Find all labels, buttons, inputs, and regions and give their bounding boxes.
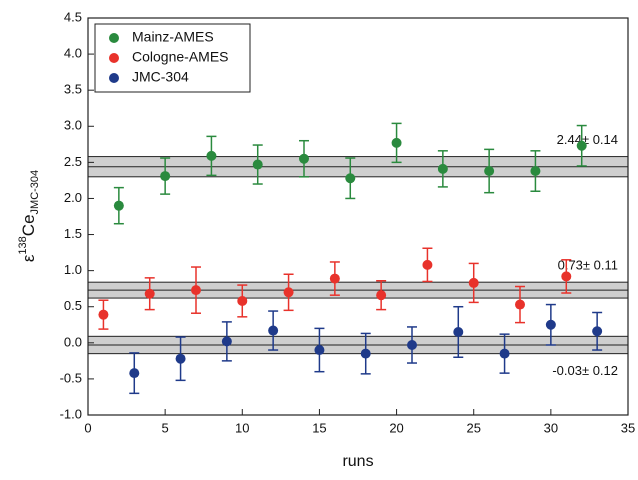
point xyxy=(283,287,294,298)
band-label: 2.44± 0.14 xyxy=(557,132,618,147)
y-tick-label: -0.5 xyxy=(60,370,82,385)
x-tick-label: 15 xyxy=(312,420,326,435)
point xyxy=(561,271,572,282)
point xyxy=(237,295,248,306)
point xyxy=(468,277,479,288)
point xyxy=(175,353,186,364)
point xyxy=(376,290,387,301)
point xyxy=(391,137,402,148)
x-tick-label: 35 xyxy=(621,420,635,435)
legend-marker xyxy=(109,53,119,63)
point xyxy=(453,326,464,337)
point xyxy=(191,285,201,296)
point xyxy=(221,336,232,347)
point xyxy=(515,299,525,310)
band-label: -0.03± 0.12 xyxy=(552,363,618,378)
point xyxy=(113,200,124,211)
point xyxy=(530,166,541,177)
point xyxy=(499,348,510,359)
y-tick-label: 0.5 xyxy=(64,298,82,313)
legend-box xyxy=(94,23,251,93)
y-label-sup: 138 xyxy=(17,236,29,254)
legend-label: Mainz-AMES xyxy=(132,29,214,45)
point xyxy=(329,273,340,284)
legend-marker xyxy=(109,33,119,43)
point xyxy=(422,259,433,270)
x-tick-label: 10 xyxy=(235,420,249,435)
y-label-main: Ce xyxy=(19,214,38,236)
x-tick-label: 25 xyxy=(466,420,480,435)
point xyxy=(268,325,279,336)
plot-frame xyxy=(87,17,629,416)
y-tick-label: -1.0 xyxy=(60,406,82,421)
y-tick-label: 3.5 xyxy=(64,82,82,97)
legend-label: JMC-304 xyxy=(132,69,189,85)
legend-marker xyxy=(109,73,119,83)
point xyxy=(129,368,140,379)
point xyxy=(360,348,371,359)
point xyxy=(576,140,587,151)
y-tick-label: 2.0 xyxy=(64,190,82,205)
band-label: 0.73± 0.11 xyxy=(558,258,618,273)
y-tick-label: 3.0 xyxy=(64,118,82,133)
x-tick-label: 0 xyxy=(84,420,91,435)
point xyxy=(144,288,155,299)
point xyxy=(206,150,217,161)
x-tick-label: 30 xyxy=(544,420,558,435)
y-tick-label: 2.5 xyxy=(64,154,82,169)
y-tick-label: 1.0 xyxy=(64,262,82,277)
y-tick-label: 4.5 xyxy=(64,9,82,24)
point xyxy=(407,339,417,350)
y-label-sub: JMC-304 xyxy=(29,170,41,215)
y-tick-label: 1.5 xyxy=(64,226,82,241)
point xyxy=(592,326,603,337)
point xyxy=(345,173,356,184)
point xyxy=(484,166,495,177)
point xyxy=(314,345,325,356)
x-tick-label: 20 xyxy=(389,420,403,435)
point xyxy=(545,319,556,330)
point xyxy=(437,163,448,174)
legend-label: Cologne-AMES xyxy=(132,49,229,65)
y-tick-label: 4.0 xyxy=(64,46,82,61)
point xyxy=(160,171,171,182)
y-axis-label: ε138CeJMC-304 xyxy=(17,170,41,262)
x-tick-label: 5 xyxy=(162,420,169,435)
y-label-symbol: ε xyxy=(19,254,38,262)
x-axis-label: runs xyxy=(342,453,373,470)
point xyxy=(299,153,309,164)
y-tick-label: 0.0 xyxy=(64,334,82,349)
point xyxy=(252,159,263,170)
point xyxy=(98,309,109,320)
